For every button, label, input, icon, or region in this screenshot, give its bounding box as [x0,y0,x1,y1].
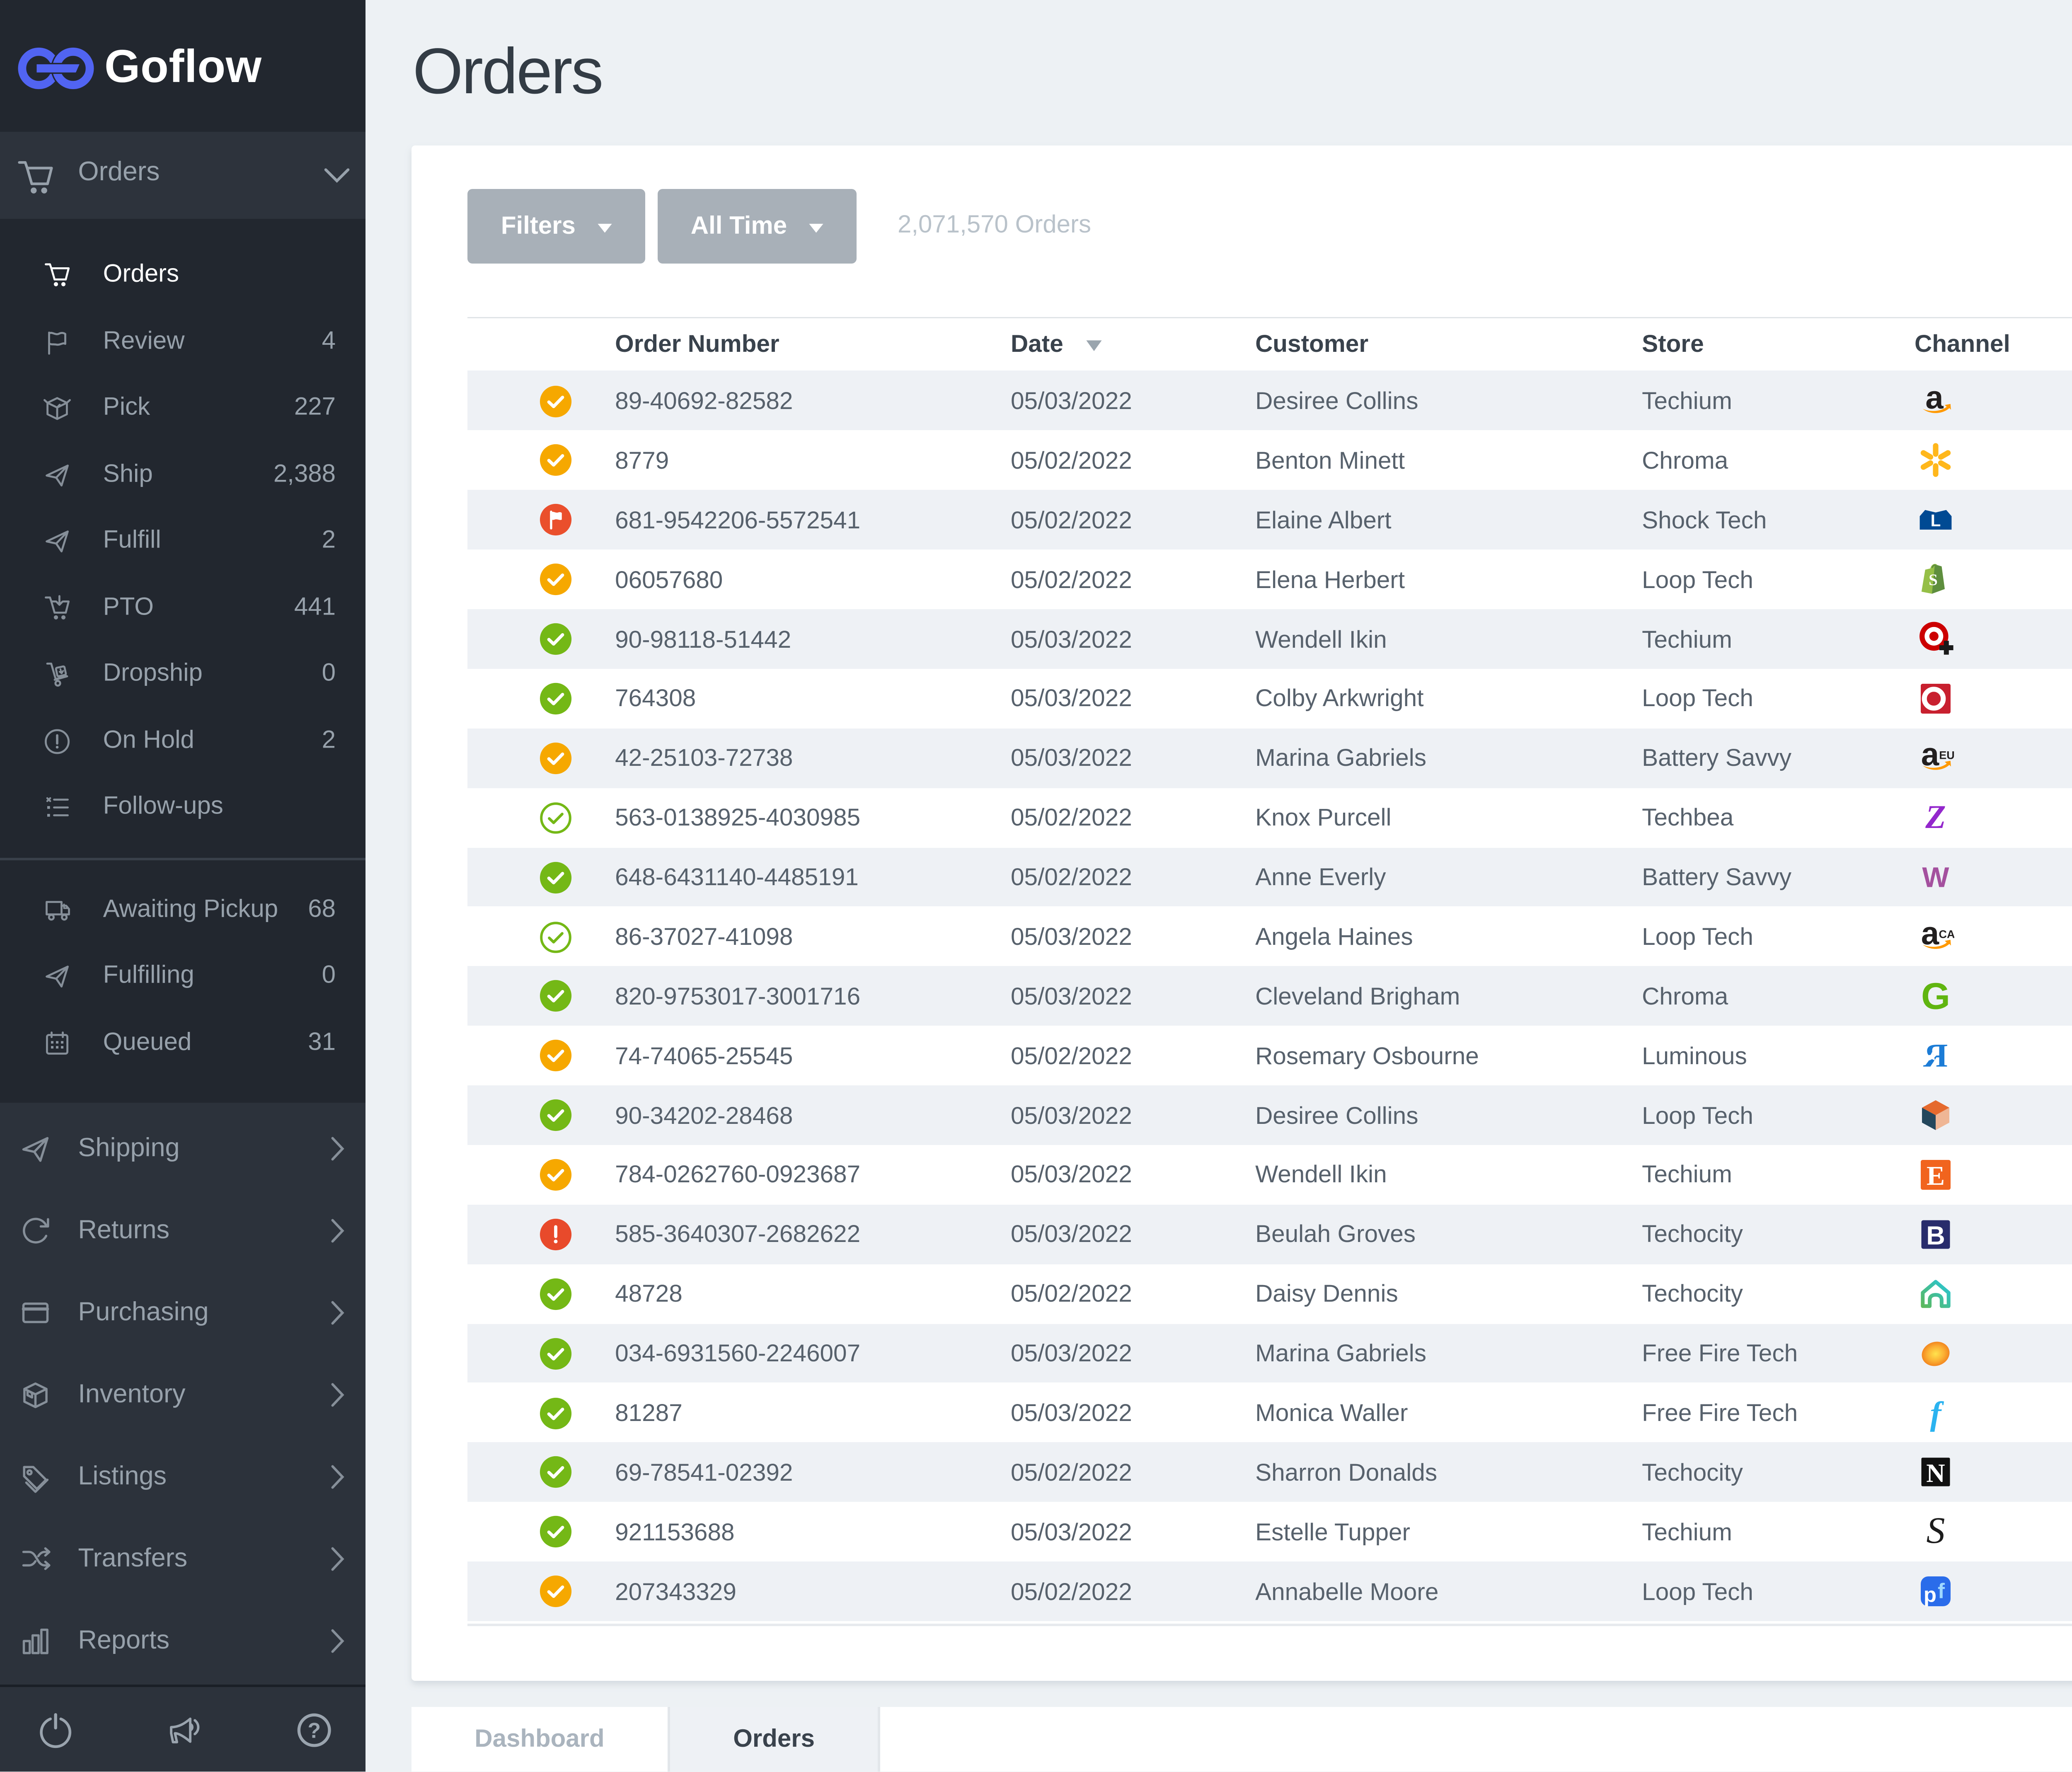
svg-text:G: G [1921,978,1950,1015]
svg-text:a: a [1921,918,1939,951]
svg-text:f: f [1938,1579,1945,1603]
svg-text:B: B [1926,1221,1945,1250]
svg-text:a: a [1921,740,1939,772]
svg-text:Z: Z [1925,799,1946,835]
svg-text:?: ? [307,1719,320,1743]
svg-text:E: E [1927,1161,1945,1191]
svg-text:S: S [1927,1513,1945,1551]
svg-text:L: L [1931,511,1941,530]
svg-text:W: W [1922,861,1949,893]
svg-text:CA: CA [1939,927,1955,940]
svg-text:EU: EU [1939,749,1954,761]
svg-text:N: N [1926,1459,1945,1488]
svg-text:p: p [1924,1583,1936,1607]
svg-text:S: S [1929,571,1938,589]
svg-text:f: f [1930,1394,1944,1432]
